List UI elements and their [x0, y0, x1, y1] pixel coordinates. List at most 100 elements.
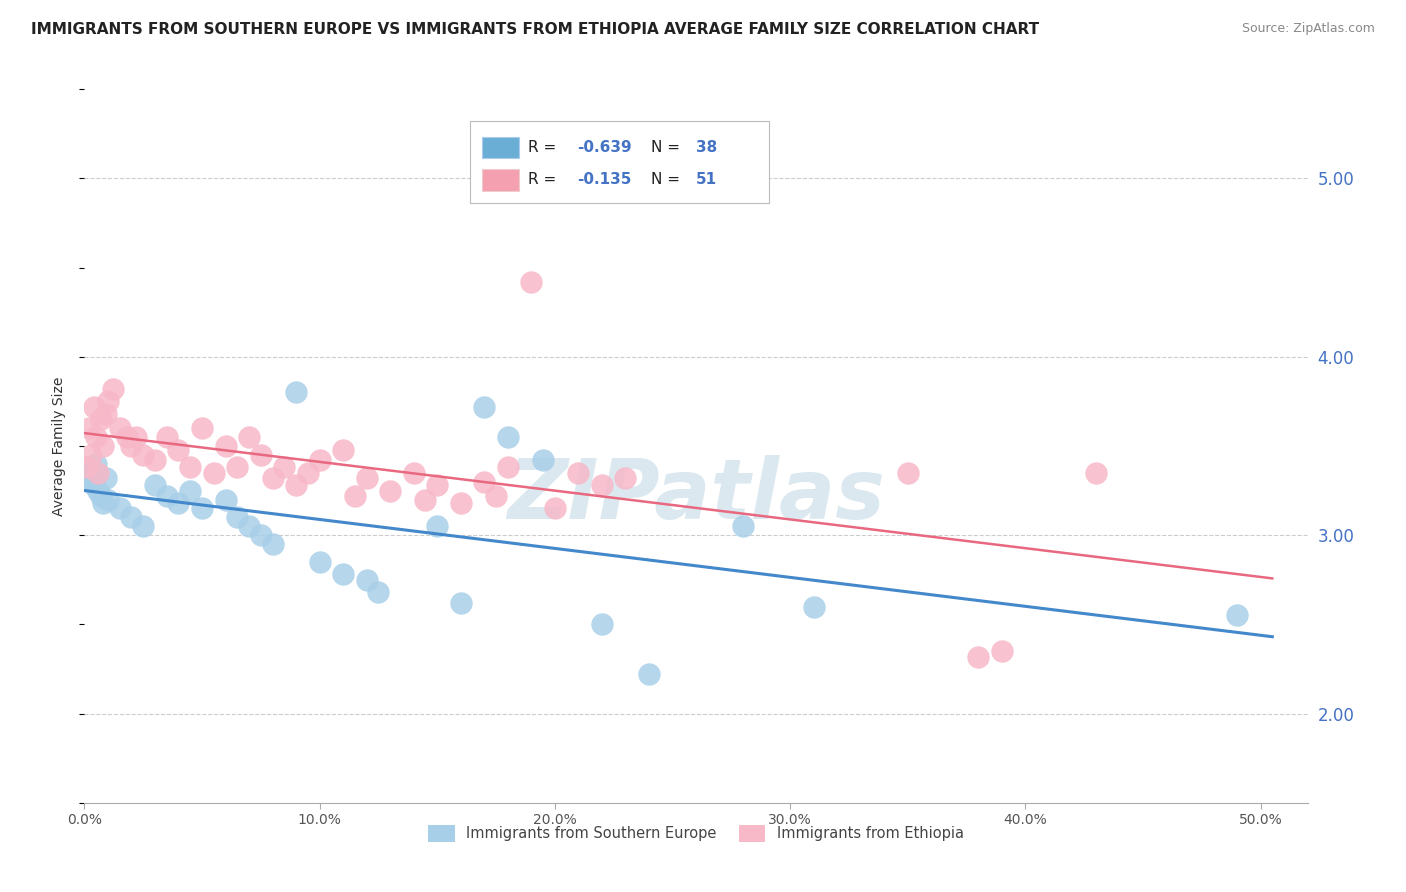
Point: [591, 617, 613, 632]
Point: [567, 466, 589, 480]
Point: [84, 430, 107, 444]
Point: [226, 460, 249, 475]
Point: [308, 453, 330, 467]
Point: [273, 460, 295, 475]
Text: IMMIGRANTS FROM SOUTHERN EUROPE VS IMMIGRANTS FROM ETHIOPIA AVERAGE FAMILY SIZE : IMMIGRANTS FROM SOUTHERN EUROPE VS IMMIG…: [31, 22, 1039, 37]
Point: [803, 599, 825, 614]
Point: [332, 442, 354, 457]
Point: [108, 501, 131, 516]
Point: [167, 442, 190, 457]
Point: [125, 430, 148, 444]
Text: R =: R =: [529, 172, 561, 187]
Point: [249, 448, 271, 462]
Point: [415, 492, 437, 507]
Point: [238, 519, 260, 533]
Point: [94, 407, 117, 421]
Point: [332, 567, 354, 582]
Point: [156, 430, 179, 444]
Point: [143, 478, 166, 492]
Point: [308, 555, 330, 569]
Point: [191, 421, 214, 435]
Point: [94, 471, 117, 485]
Point: [156, 489, 179, 503]
Point: [132, 448, 155, 462]
Text: N =: N =: [651, 140, 685, 155]
Point: [77, 421, 100, 435]
Point: [262, 471, 284, 485]
Point: [179, 460, 201, 475]
Point: [520, 275, 543, 289]
Point: [367, 585, 389, 599]
Text: 38: 38: [696, 140, 717, 155]
Text: N =: N =: [651, 172, 685, 187]
Point: [143, 453, 166, 467]
Legend: Immigrants from Southern Europe, Immigrants from Ethiopia: Immigrants from Southern Europe, Immigra…: [422, 818, 970, 849]
Point: [87, 466, 110, 480]
Text: -0.639: -0.639: [578, 140, 631, 155]
Point: [450, 596, 472, 610]
Point: [101, 382, 124, 396]
Point: [402, 466, 425, 480]
Point: [115, 430, 138, 444]
FancyBboxPatch shape: [470, 121, 769, 203]
Point: [591, 478, 613, 492]
Point: [356, 573, 378, 587]
Point: [226, 510, 249, 524]
Text: ZIPatlas: ZIPatlas: [508, 456, 884, 536]
Point: [97, 492, 120, 507]
Point: [731, 519, 754, 533]
Point: [80, 448, 103, 462]
FancyBboxPatch shape: [482, 169, 519, 191]
Point: [472, 400, 495, 414]
Point: [343, 489, 366, 503]
Point: [262, 537, 284, 551]
Point: [496, 430, 519, 444]
Point: [191, 501, 214, 516]
Point: [991, 644, 1014, 658]
Point: [496, 460, 519, 475]
Point: [544, 501, 567, 516]
Point: [897, 466, 920, 480]
Point: [91, 439, 114, 453]
Point: [132, 519, 155, 533]
Point: [285, 385, 308, 400]
Point: [485, 489, 508, 503]
Point: [249, 528, 271, 542]
Point: [97, 394, 120, 409]
Point: [76, 460, 98, 475]
Point: [297, 466, 319, 480]
Point: [167, 496, 190, 510]
Point: [108, 421, 131, 435]
Point: [80, 475, 103, 489]
Point: [285, 478, 308, 492]
Point: [472, 475, 495, 489]
Point: [91, 496, 114, 510]
Point: [531, 453, 554, 467]
Point: [614, 471, 637, 485]
Point: [380, 483, 402, 498]
Point: [967, 649, 990, 664]
Text: -0.135: -0.135: [578, 172, 631, 187]
Text: Source: ZipAtlas.com: Source: ZipAtlas.com: [1241, 22, 1375, 36]
Point: [120, 439, 142, 453]
Point: [426, 519, 449, 533]
Point: [77, 471, 100, 485]
Point: [179, 483, 201, 498]
Point: [214, 492, 236, 507]
Point: [76, 460, 98, 475]
Text: 51: 51: [696, 172, 717, 187]
Point: [83, 400, 105, 414]
Point: [83, 478, 105, 492]
Point: [90, 489, 112, 503]
Y-axis label: Average Family Size: Average Family Size: [52, 376, 66, 516]
Text: R =: R =: [529, 140, 561, 155]
Point: [90, 412, 112, 426]
Point: [638, 667, 661, 681]
Point: [214, 439, 236, 453]
Point: [426, 478, 449, 492]
Point: [84, 457, 107, 471]
Point: [202, 466, 225, 480]
Point: [120, 510, 142, 524]
Point: [1084, 466, 1107, 480]
Point: [87, 483, 110, 498]
